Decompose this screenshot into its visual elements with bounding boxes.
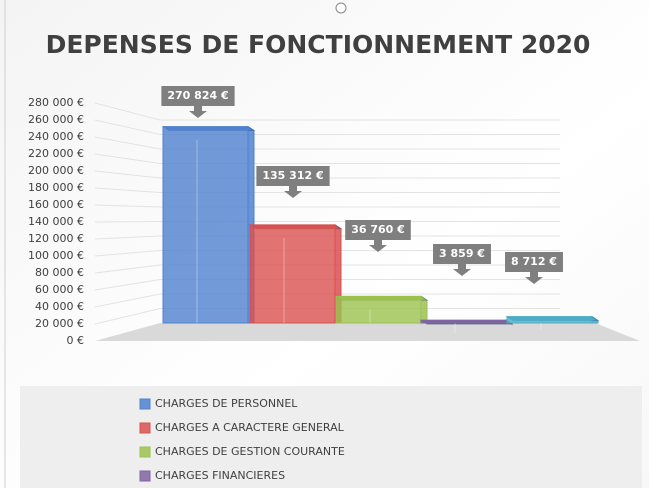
- y-tick-label: 60 000 €: [35, 283, 84, 296]
- bar: [335, 295, 422, 324]
- grid-line: [94, 235, 560, 240]
- grid-line: [94, 187, 560, 193]
- data-label: 8 712 €: [511, 255, 557, 268]
- grid-line: [94, 153, 560, 164]
- y-tick-label: 180 000 €: [28, 181, 84, 194]
- y-tick-label: 240 000 €: [28, 130, 84, 143]
- y-tick-label: 0 €: [67, 334, 85, 347]
- chart-title: DEPENSES DE FONCTIONNEMENT 2020: [46, 30, 591, 59]
- bar: [506, 316, 593, 324]
- legend-swatch: [139, 470, 151, 482]
- legend-label: CHARGES A CARACTERE GENERAL: [155, 421, 345, 434]
- legend-label: CHARGES FINANCIERES: [155, 469, 285, 482]
- grid-line: [94, 136, 560, 150]
- grid-line: [94, 102, 560, 121]
- y-tick-label: 200 000 €: [28, 164, 84, 177]
- y-tick-label: 260 000 €: [28, 113, 84, 126]
- legend-swatch: [139, 422, 151, 434]
- bar: [249, 224, 336, 324]
- data-label: 270 824 €: [167, 89, 228, 102]
- grid-line: [94, 279, 560, 291]
- data-label-arrow: [189, 106, 207, 118]
- legend-label: CHARGES DE GESTION COURANTE: [155, 445, 345, 458]
- legend-swatch: [139, 398, 151, 410]
- grid-line: [94, 119, 560, 135]
- data-label: 135 312 €: [262, 169, 323, 182]
- y-tick-label: 220 000 €: [28, 147, 84, 160]
- data-label-box: [433, 244, 491, 264]
- y-tick-label: 40 000 €: [35, 300, 84, 313]
- y-tick-label: 120 000 €: [28, 232, 84, 245]
- y-tick-label: 80 000 €: [35, 266, 84, 279]
- data-label-box: [505, 252, 563, 272]
- data-label-arrow: [284, 186, 302, 198]
- bar: [162, 126, 249, 324]
- grid-line: [94, 293, 560, 308]
- data-label-arrow: [453, 264, 471, 276]
- y-tick-label: 20 000 €: [35, 317, 84, 330]
- grid-line: [94, 221, 560, 223]
- legend-label: CHARGES DE PERSONNEL: [155, 397, 298, 410]
- y-tick-label: 140 000 €: [28, 215, 84, 228]
- legend-panel: [20, 386, 642, 488]
- grid-line: [94, 204, 560, 208]
- legend-swatch: [139, 446, 151, 458]
- grid-line: [94, 264, 560, 274]
- y-tick-label: 160 000 €: [28, 198, 84, 211]
- data-label-box: [256, 166, 330, 186]
- data-label: 36 760 €: [351, 223, 405, 236]
- handle: [335, 2, 347, 14]
- data-label-box: [161, 86, 235, 106]
- data-label-arrow: [525, 272, 543, 284]
- y-tick-label: 280 000 €: [28, 96, 84, 109]
- grid-line: [94, 170, 560, 179]
- data-label-arrow: [369, 240, 387, 252]
- bar: [420, 319, 507, 324]
- floor: [95, 323, 640, 341]
- y-tick-label: 100 000 €: [28, 249, 84, 262]
- grid-line: [94, 250, 560, 257]
- data-label-box: [345, 220, 411, 240]
- data-label: 3 859 €: [439, 247, 485, 260]
